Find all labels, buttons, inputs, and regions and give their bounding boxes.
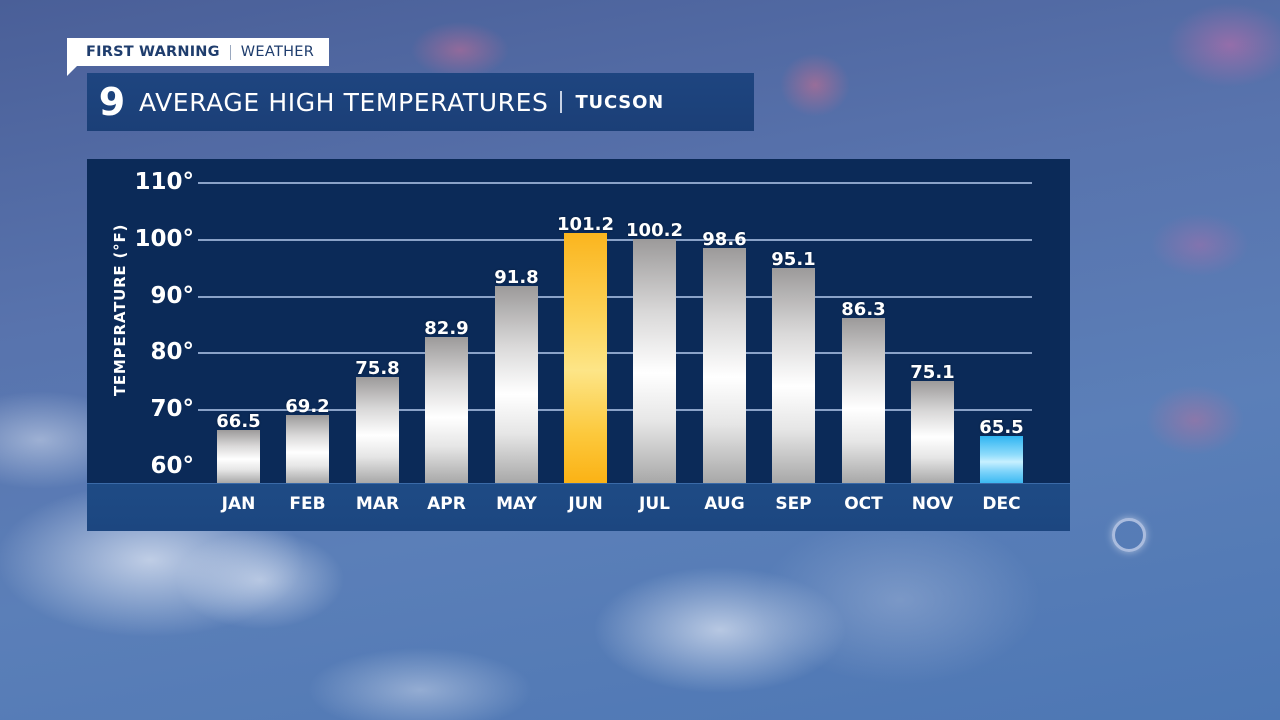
bar-value-jul: 100.2: [626, 220, 683, 241]
brand-weather: WEATHER: [240, 44, 315, 60]
bar-mar: [356, 377, 399, 483]
x-tick-nov: NOV: [911, 494, 954, 514]
bar-value-sep: 95.1: [771, 249, 816, 270]
x-tick-aug: AUG: [704, 494, 745, 514]
x-tick-dec: DEC: [982, 494, 1021, 514]
brand-first-warning: FIRST WARNING: [86, 44, 220, 60]
x-tick-jul: JUL: [639, 494, 670, 514]
y-tick-90: 90°: [150, 282, 194, 309]
bar-jun: [564, 233, 607, 483]
x-tick-mar: MAR: [355, 494, 400, 514]
channel-9-logo-icon: 9: [98, 80, 126, 124]
lens-flare: [1112, 518, 1146, 552]
bar-value-aug: 98.6: [702, 229, 747, 250]
y-tick-110: 110°: [134, 169, 194, 196]
bar-value-may: 91.8: [494, 267, 539, 288]
x-tick-jan: JAN: [221, 494, 256, 514]
location-label: TUCSON: [575, 91, 665, 113]
bar-jul: [633, 239, 676, 483]
bar-value-oct: 86.3: [841, 299, 886, 320]
title-bar: 9 AVERAGE HIGH TEMPERATURES TUCSON: [87, 73, 754, 131]
x-axis-strip: [87, 483, 1070, 531]
bar-value-mar: 75.8: [355, 358, 400, 379]
x-tick-feb: FEB: [289, 494, 326, 514]
x-tick-oct: OCT: [844, 494, 883, 514]
brand-divider: [229, 44, 231, 60]
bar-value-apr: 82.9: [424, 318, 469, 339]
gridline-100: [198, 238, 1032, 241]
gridline-90: [198, 295, 1032, 298]
bar-value-jan: 66.5: [216, 411, 261, 432]
y-tick-60: 60°: [150, 452, 194, 479]
gridline-70: [198, 409, 1032, 411]
title-divider: [560, 91, 563, 113]
bar-value-feb: 69.2: [285, 396, 330, 417]
x-tick-sep: SEP: [775, 494, 812, 514]
bar-apr: [425, 337, 468, 483]
bar-sep: [772, 268, 815, 483]
y-tick-70: 70°: [150, 396, 194, 422]
x-tick-apr: APR: [427, 494, 466, 514]
gridline-80: [198, 352, 1032, 355]
y-tick-100: 100°: [134, 225, 194, 252]
bar-value-nov: 75.1: [910, 362, 955, 383]
gridline-110: [198, 182, 1032, 185]
bar-value-jun: 101.2: [557, 214, 614, 235]
y-tick-80: 80°: [150, 339, 194, 366]
bar-jan: [217, 430, 260, 483]
bar-may: [495, 286, 538, 483]
bar-feb: [286, 415, 329, 483]
chart-title: AVERAGE HIGH TEMPERATURES: [139, 87, 549, 117]
bar-nov: [911, 381, 954, 483]
x-tick-jun: JUN: [568, 494, 603, 514]
bar-dec: [980, 436, 1023, 483]
bar-oct: [842, 318, 885, 483]
bar-aug: [703, 248, 746, 483]
x-tick-may: MAY: [496, 494, 537, 514]
first-warning-weather-tag: FIRST WARNING WEATHER: [67, 38, 329, 76]
bar-value-dec: 65.5: [979, 417, 1024, 438]
